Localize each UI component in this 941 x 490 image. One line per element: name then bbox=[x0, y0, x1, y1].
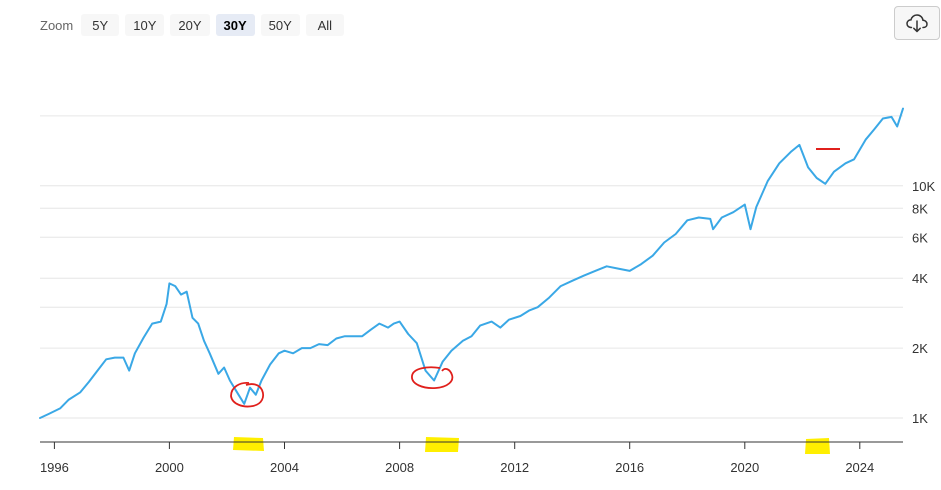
y-tick-label-4K: 4K bbox=[912, 271, 928, 286]
series-layer bbox=[39, 107, 904, 419]
series-line-0 bbox=[39, 107, 904, 419]
download-button[interactable] bbox=[894, 6, 940, 40]
x-axis bbox=[40, 441, 903, 449]
zoom-button-5y[interactable]: 5Y bbox=[81, 14, 120, 36]
highlight-mark-2009 bbox=[425, 437, 459, 452]
y-tick-label-2K: 2K bbox=[912, 341, 928, 356]
zoom-label: Zoom bbox=[40, 17, 74, 33]
zoom-button-50y[interactable]: 50Y bbox=[260, 14, 300, 36]
highlight-mark-2002 bbox=[233, 437, 264, 451]
highlight-mark-2022 bbox=[805, 438, 830, 454]
y-tick-label-10K: 10K bbox=[912, 179, 935, 194]
x-tick-label-2024: 2024 bbox=[845, 460, 874, 475]
zoom-button-all[interactable]: All bbox=[305, 14, 344, 36]
x-tick-label-2008: 2008 bbox=[385, 460, 414, 475]
x-tick-label-1996: 1996 bbox=[40, 460, 69, 475]
y-tick-label-8K: 8K bbox=[912, 201, 928, 216]
grid-layer bbox=[40, 115, 903, 419]
x-tick-label-2000: 2000 bbox=[155, 460, 184, 475]
tick-labels: 1996 2000 2004 2008 2012 2016 2020 2024 1K 2K 4K 6K… bbox=[40, 179, 936, 475]
y-tick-label-6K: 6K bbox=[912, 230, 928, 245]
circle-mark-2002 bbox=[230, 382, 265, 408]
annotation-highlights bbox=[233, 437, 830, 454]
y-tick-label-1K: 1K bbox=[912, 411, 928, 426]
x-tick-label-2016: 2016 bbox=[615, 460, 644, 475]
zoom-button-10y[interactable]: 10Y bbox=[125, 14, 165, 36]
circle-mark-2009 bbox=[411, 366, 454, 389]
x-tick-label-2012: 2012 bbox=[500, 460, 529, 475]
zoom-button-30y[interactable]: 30Y bbox=[215, 14, 255, 36]
annotation-marks bbox=[230, 148, 840, 408]
zoom-toolbar: Zoom 5Y 10Y 20Y 30Y 50Y All bbox=[40, 14, 344, 36]
zoom-button-20y[interactable]: 20Y bbox=[170, 14, 210, 36]
cloud-download-icon bbox=[906, 14, 928, 33]
x-tick-label-2020: 2020 bbox=[730, 460, 759, 475]
x-tick-label-2004: 2004 bbox=[270, 460, 299, 475]
